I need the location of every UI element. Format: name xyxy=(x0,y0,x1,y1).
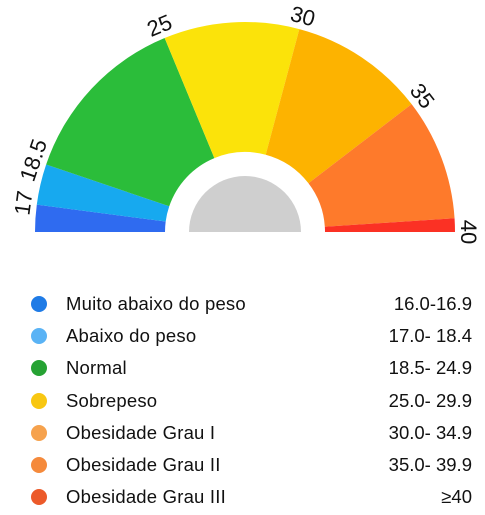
legend-item-obesidade-3: Obesidade Grau III ≥40 xyxy=(0,483,485,515)
legend-item-normal: Normal 18.5- 24.9 xyxy=(0,354,485,386)
legend-dot-icon xyxy=(31,424,47,441)
legend-label: Normal xyxy=(66,357,127,379)
legend-item-abaixo: Abaixo do peso 17.0- 18.4 xyxy=(0,322,485,354)
legend-range: 18.5- 24.9 xyxy=(388,357,472,379)
gauge-tick-label: 40 xyxy=(456,220,481,244)
gauge-segment xyxy=(265,29,412,184)
gauge-segment xyxy=(35,204,166,232)
gauge-segment xyxy=(164,21,300,159)
gauge-tick-label: 17 xyxy=(9,189,37,217)
legend-label: Obesidade Grau I xyxy=(66,421,216,443)
legend-label: Obesidade Grau II xyxy=(66,453,221,475)
legend-range: 17.0- 18.4 xyxy=(388,325,472,347)
legend-range: 30.0- 34.9 xyxy=(388,421,472,443)
gauge-segment xyxy=(324,218,455,232)
legend-dot-icon xyxy=(31,456,47,473)
legend-label: Abaixo do peso xyxy=(66,325,197,347)
legend-item-muito-abaixo: Muito abaixo do peso 16.0-16.9 xyxy=(0,290,485,322)
gauge-segment xyxy=(308,104,455,227)
legend-range: 16.0-16.9 xyxy=(393,293,472,314)
legend-dot-icon xyxy=(31,328,47,345)
legend-item-obesidade-1: Obesidade Grau I 30.0- 34.9 xyxy=(0,419,485,451)
legend-item-obesidade-2: Obesidade Grau II 35.0- 39.9 xyxy=(0,451,485,483)
legend-range: ≥40 xyxy=(441,486,472,508)
legend-dot-icon xyxy=(31,360,47,377)
bmi-legend: Muito abaixo do peso 16.0-16.9 Abaixo do… xyxy=(0,290,485,515)
legend-range: 35.0- 39.9 xyxy=(388,453,472,475)
gauge-segment xyxy=(46,37,215,207)
legend-label: Obesidade Grau III xyxy=(66,486,226,508)
legend-dot-icon xyxy=(31,392,47,409)
legend-dot-icon xyxy=(31,489,47,506)
gauge-center xyxy=(189,176,301,232)
legend-range: 25.0- 29.9 xyxy=(388,389,472,411)
gauge-tick-label: 30 xyxy=(288,1,318,31)
gauge-segment xyxy=(36,164,170,222)
legend-label: Sobrepeso xyxy=(66,389,158,411)
legend-label: Muito abaixo do peso xyxy=(66,293,246,314)
legend-dot-icon xyxy=(31,296,47,312)
legend-item-sobrepeso: Sobrepeso 25.0- 29.9 xyxy=(0,387,485,419)
